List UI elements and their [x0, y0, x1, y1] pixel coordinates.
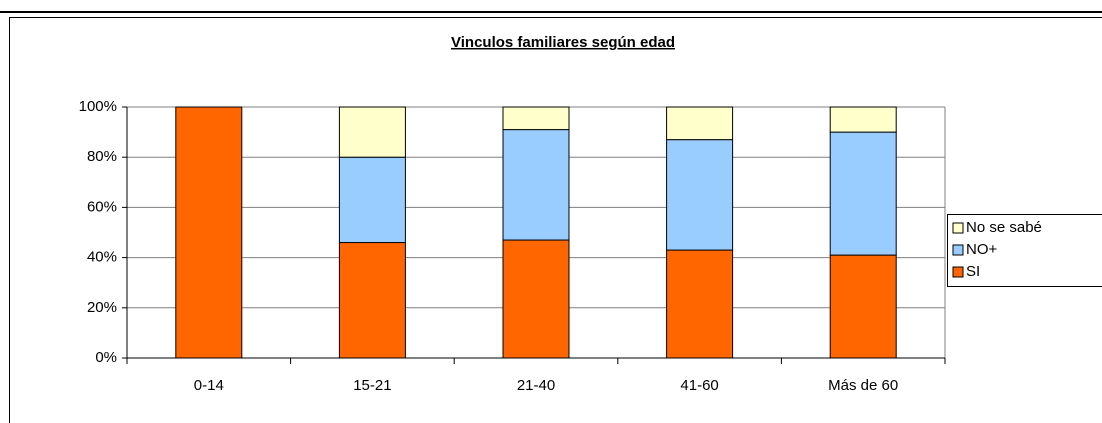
legend-label: SI: [966, 263, 980, 280]
legend-swatch: [952, 266, 964, 278]
bar-segment: [829, 131, 897, 256]
bar-segment: [502, 106, 570, 131]
y-tick-label: 0%: [95, 349, 117, 366]
y-tick-label: 80%: [87, 148, 117, 165]
y-tick-label: 60%: [87, 198, 117, 215]
bar-segment: [502, 129, 570, 241]
legend-label: No se sabé: [966, 219, 1042, 236]
y-tick-label: 20%: [87, 299, 117, 316]
x-tick-label: 0-14: [194, 377, 224, 394]
x-tick-label: 21-40: [517, 377, 555, 394]
bar-segment: [502, 239, 570, 359]
bar-segment: [666, 106, 734, 141]
bar-segment: [829, 106, 897, 133]
legend: [947, 214, 1102, 287]
bar-segment: [829, 254, 897, 359]
bar-segment: [338, 156, 406, 244]
y-tick-label: 100%: [79, 98, 117, 115]
bar-segment: [175, 106, 243, 359]
y-tick-label: 40%: [87, 249, 117, 266]
x-tick-label: 41-60: [680, 377, 718, 394]
bar-segment: [666, 249, 734, 359]
bar-segment: [338, 106, 406, 158]
bar-segment: [338, 242, 406, 359]
legend-swatch: [952, 222, 964, 234]
legend-label: NO+: [966, 241, 998, 258]
chart-title: Vinculos familiares según edad: [451, 34, 675, 51]
x-tick-label: Más de 60: [828, 377, 898, 394]
bar-segment: [666, 139, 734, 251]
x-tick-label: 15-21: [353, 377, 391, 394]
legend-swatch: [952, 244, 964, 256]
